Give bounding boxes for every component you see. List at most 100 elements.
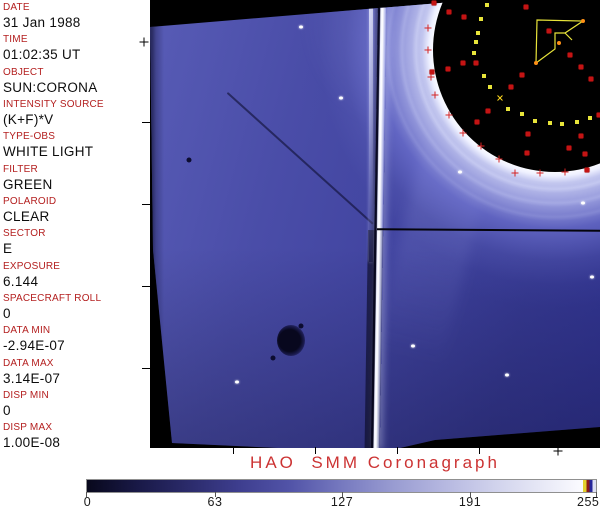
star-point [590,275,594,279]
bottom-axis-tick [397,447,398,454]
colorbar-tick-label: 0 [83,495,92,509]
bottom-axis-tick [479,447,480,454]
metadata-field-label: INTENSITY SOURCE [3,99,104,111]
bottom-axis-tick [233,447,234,454]
limb-cross-red [424,46,432,54]
dark-defect-blob [277,325,305,356]
left-axis-plus-mark [139,37,149,47]
flag-vertex-dot [581,19,585,23]
metadata-field-label: OBJECT [3,66,44,78]
fiducial-dot-yellow [506,107,510,111]
metadata-field: OBJECT SUN:CORONA [3,67,150,99]
limb-cross-red [561,168,569,176]
metadata-field: DISP MIN 0 [3,390,150,422]
fiducial-dot-yellow [485,3,489,7]
left-axis-tick [142,122,150,123]
dust-speck [186,157,192,163]
star-point [458,170,462,174]
fiducial-dot-red [584,167,590,173]
metadata-field-label: POLAROID [3,196,57,208]
fiducial-dot-yellow [533,119,537,123]
colorbar-tick [86,492,87,497]
fiducial-dot-yellow [476,31,480,35]
fiducial-dot-red [578,64,584,70]
fiducial-dot-yellow [548,121,552,125]
fiducial-dot-red [523,4,529,10]
metadata-field: EXPOSURE 6.144 [3,261,150,293]
metadata-field-value: GREEN [3,176,53,192]
fiducial-dot-red [525,131,531,137]
left-axis-tick [142,368,150,369]
fiducial-dot-yellow [575,120,579,124]
metadata-field-label: DATA MIN [3,325,51,337]
metadata-field: SPACECRAFT ROLL 0 [3,293,150,325]
fiducial-dot-red [524,150,530,156]
metadata-field: DATA MAX 3.14E-07 [3,358,150,390]
metadata-field-value: E [3,241,13,257]
intensity-colorbar [86,479,597,493]
metadata-field-value: 3.14E-07 [3,370,61,386]
coronagraph-image-canvas[interactable] [150,0,600,448]
metadata-field: TYPE-OBS WHITE LIGHT [3,131,150,163]
star-point [581,201,585,205]
metadata-field: POLAROID CLEAR [3,196,150,228]
colorbar-tick [215,492,216,497]
limb-cross-red [431,91,439,99]
limb-cross-red [459,129,467,137]
colorbar-tick-label: 255 [576,495,600,509]
metadata-field-label: SECTOR [3,228,46,240]
fiducial-dot-red [578,133,584,139]
fiducial-dot-yellow [474,40,478,44]
fiducial-dot-yellow [479,17,483,21]
metadata-field-value: 01:02:35 UT [3,47,81,63]
metadata-panel: DATE 31 Jan 1988 TIME 01:02:35 UT OBJECT SUN:… [0,0,150,452]
fiducial-dot-red [473,60,479,66]
metadata-field-value: (K+F)*V [3,112,54,128]
metadata-field-label: FILTER [3,163,38,175]
metadata-field-value: 0 [3,403,11,419]
metadata-field: DATE 31 Jan 1988 [3,2,150,34]
fiducial-dot-yellow [520,112,524,116]
limb-cross-red [427,73,435,81]
bottom-axis-tick [315,447,316,454]
fiducial-dot-red [588,76,594,82]
fiducial-dot-yellow [560,122,564,126]
metadata-field: FILTER GREEN [3,164,150,196]
colorbar-tick-label: 191 [458,495,482,509]
colorbar-tick [596,492,597,497]
fiducial-dot-red [485,108,491,114]
bottom-axis-plus-mark [553,446,563,456]
dust-speck [298,323,304,329]
image-title: HAO SMM Coronagraph [250,453,500,472]
metadata-field-value: WHITE LIGHT [3,144,94,160]
limb-cross-red [424,24,432,32]
metadata-field-label: DISP MIN [3,390,49,402]
limb-cross-red [445,111,453,119]
fiducial-dot-red [474,119,480,125]
fiducial-dot-red [546,28,552,34]
dust-speck [270,355,276,361]
metadata-field-label: DATE [3,2,30,13]
flag-vertex-dot [557,41,561,45]
colorbar-tick [342,492,343,497]
fiducial-dot-red [596,112,600,118]
metadata-field-label: SPACECRAFT ROLL [3,293,102,305]
metadata-field-value: -2.94E-07 [3,338,65,354]
fiducial-dot-red [461,14,467,20]
flag-vertex-dot [534,61,538,65]
colorbar-tick [470,492,471,497]
limb-cross-red [477,142,485,150]
fiducial-dot-red [445,66,451,72]
limb-cross-red [511,169,519,177]
fiducial-dot-red [567,52,573,58]
fiducial-x-yellow [495,93,505,103]
fiducial-dot-red [582,151,588,157]
left-axis-tick [142,204,150,205]
metadata-field: DATA MIN -2.94E-07 [3,325,150,357]
star-point [235,380,239,384]
metadata-field-value: SUN:CORONA [3,79,98,95]
fiducial-dot-red [519,72,525,78]
metadata-field-value: 1.00E-08 [3,435,61,451]
metadata-field-label: DATA MAX [3,357,54,369]
